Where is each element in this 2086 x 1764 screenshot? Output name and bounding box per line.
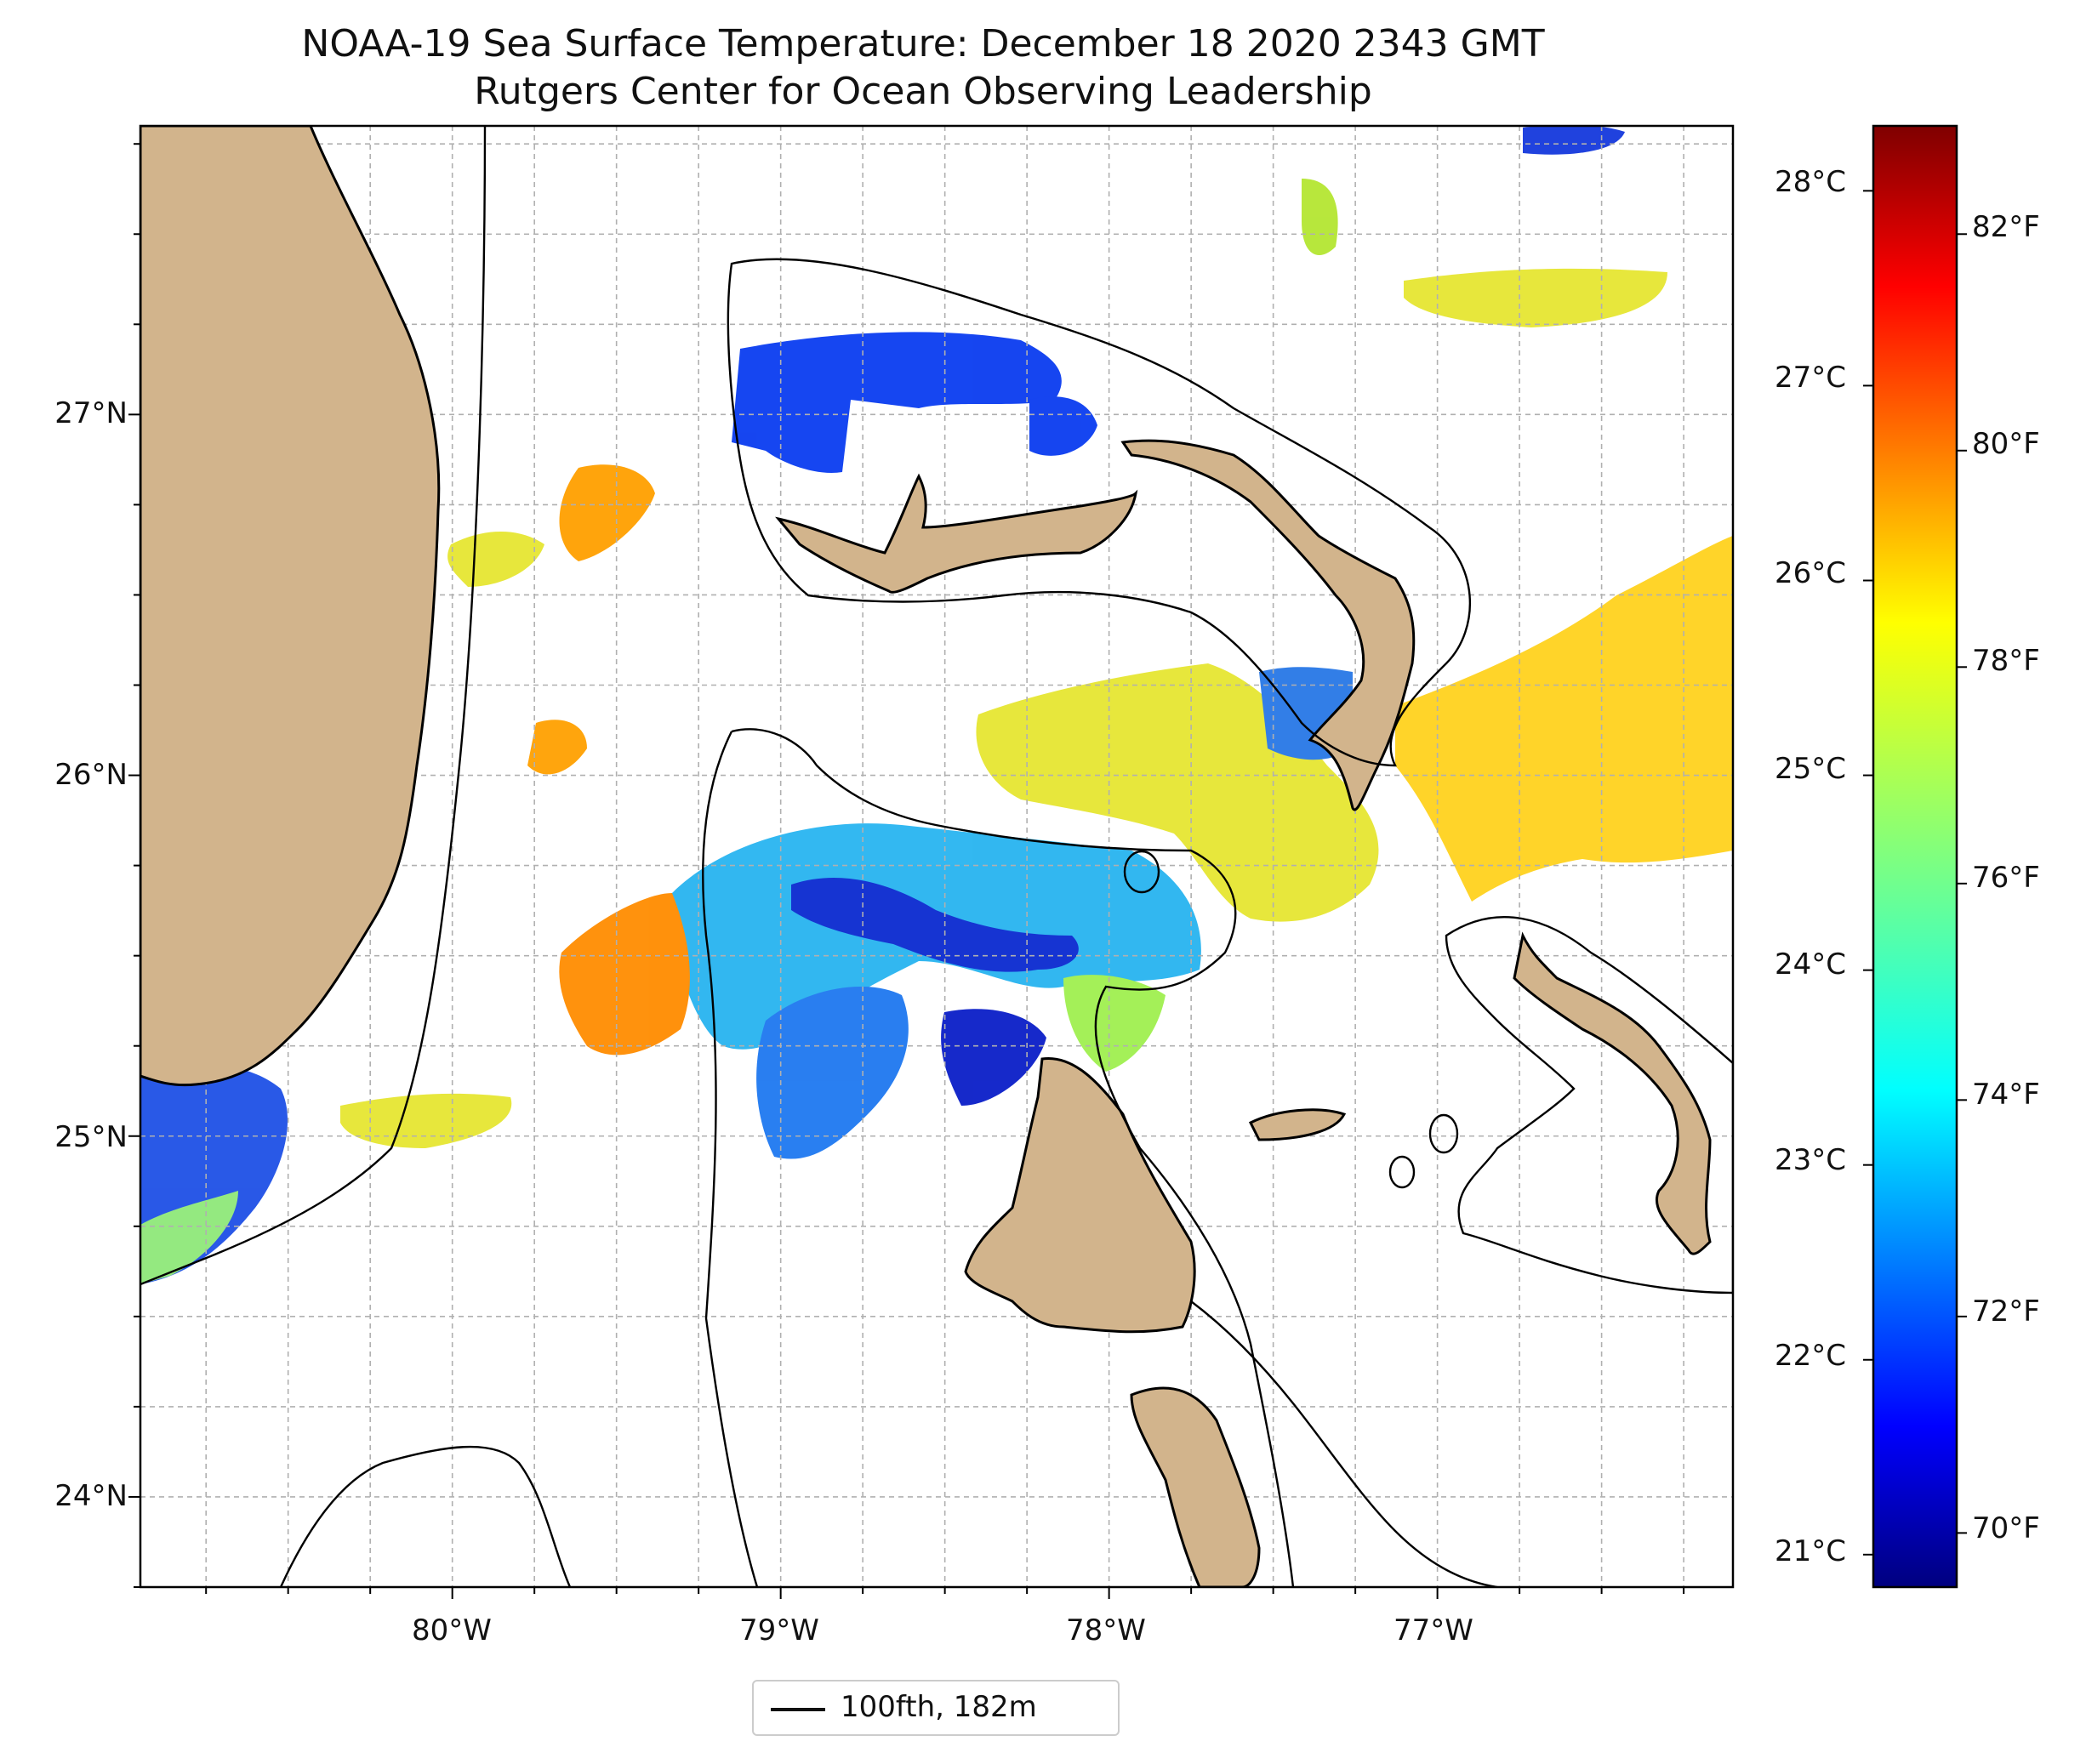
contour-islet-3 [1123, 850, 1160, 894]
contour-islet-2 [1388, 1155, 1416, 1189]
map-frame [139, 124, 1735, 1589]
land-andros-south [1130, 1386, 1261, 1587]
cb-c-21: 21°C [1775, 1534, 1846, 1568]
colorbar-fahrenheit-labels: 82°F 80°F 78°F 76°F 74°F 72°F 70°F [1972, 210, 2040, 1545]
sst-warm-orange [559, 893, 690, 1056]
cb-c-28: 28°C [1775, 165, 1846, 199]
contour-exuma-sound [1445, 916, 1733, 1295]
sst-cold-north-2 [1029, 396, 1097, 456]
lat-tick-27n: 27°N [54, 396, 128, 430]
cb-f-76: 76°F [1972, 861, 2040, 895]
legend: 100fth, 182m [752, 1680, 1120, 1736]
sst-south-blue [756, 987, 909, 1159]
lat-tick-26n: 26°N [54, 758, 128, 792]
cb-f-74: 74°F [1972, 1078, 2040, 1112]
contour-sw [279, 1445, 572, 1587]
sst-north-yellow [1404, 268, 1667, 327]
sst-central-deepblue [791, 877, 1079, 972]
cb-f-78: 78°F [1972, 644, 2040, 678]
lon-tick-77w: 77°W [1394, 1613, 1473, 1647]
contour-tongue-south [1190, 1300, 1498, 1587]
sst-north-bits-2 [1302, 179, 1338, 255]
colorbar-celsius-labels: 28°C 27°C 26°C 25°C 24°C 23°C 22°C 21°C [1775, 165, 1846, 1568]
cb-c-27: 27°C [1775, 361, 1846, 395]
legend-label: 100fth, 182m [841, 1690, 1037, 1724]
colorbar-gradient [1872, 124, 1958, 1589]
sst-south-green [340, 1093, 512, 1148]
cb-c-25: 25°C [1775, 752, 1846, 786]
depth-contours [140, 126, 1733, 1587]
land-grand-bahama [775, 473, 1138, 594]
land [140, 126, 1712, 1587]
land-berry [1248, 1108, 1347, 1141]
cb-c-22: 22°C [1775, 1339, 1846, 1373]
cb-f-72: 72°F [1972, 1295, 2040, 1329]
axis-tick-labels: 80°W 79°W 78°W 77°W 27°N 26°N 25°N 24°N [54, 396, 1473, 1647]
sst-cold-north [732, 332, 1062, 473]
contour-cay-sal [702, 731, 759, 1587]
sst-warm-florida-2 [447, 532, 544, 587]
axis-ticks [128, 143, 1685, 1599]
cb-f-70: 70°F [1972, 1511, 2040, 1545]
sst-north-bits [1523, 126, 1625, 155]
cb-c-23: 23°C [1775, 1143, 1846, 1177]
sst-warm-florida-3 [527, 720, 587, 775]
sst-warm-east [1395, 536, 1733, 902]
land-eleuthera [1513, 931, 1712, 1255]
cb-c-26: 26°C [1775, 556, 1846, 590]
cb-f-80: 80°F [1972, 427, 2040, 461]
sst-green-mid [1063, 975, 1166, 1072]
contour-great-bahama-bank [731, 728, 1295, 1587]
contour-little-bahama-bank [727, 258, 1472, 767]
sst-warm-florida [559, 464, 655, 561]
cb-c-24: 24°C [1775, 947, 1846, 982]
chart-subtitle: Rutgers Center for Ocean Observing Leade… [474, 70, 1372, 113]
cb-f-82: 82°F [1972, 210, 2040, 244]
lat-tick-24n: 24°N [54, 1479, 128, 1513]
sst-florida-keys-edge [140, 1191, 238, 1284]
lon-tick-80w: 80°W [412, 1613, 492, 1647]
sst-south-deepblue [941, 1009, 1046, 1106]
land-abaco [1120, 439, 1416, 811]
legend-line-swatch [771, 1708, 825, 1711]
lon-tick-79w: 79°W [739, 1613, 819, 1647]
colorbar: 28°C 27°C 26°C 25°C 24°C 23°C 22°C 21°C … [1775, 124, 2040, 1589]
contour-islet [1428, 1113, 1459, 1154]
colorbar-ticks [1863, 190, 1967, 1556]
contour-florida-straits [140, 126, 487, 1286]
chart-title: NOAA-19 Sea Surface Temperature: Decembe… [301, 22, 1545, 65]
lon-tick-78w: 78°W [1066, 1613, 1146, 1647]
land-florida [140, 126, 441, 1087]
lat-tick-25n: 25°N [54, 1120, 128, 1154]
sst-patches [140, 126, 1733, 1284]
